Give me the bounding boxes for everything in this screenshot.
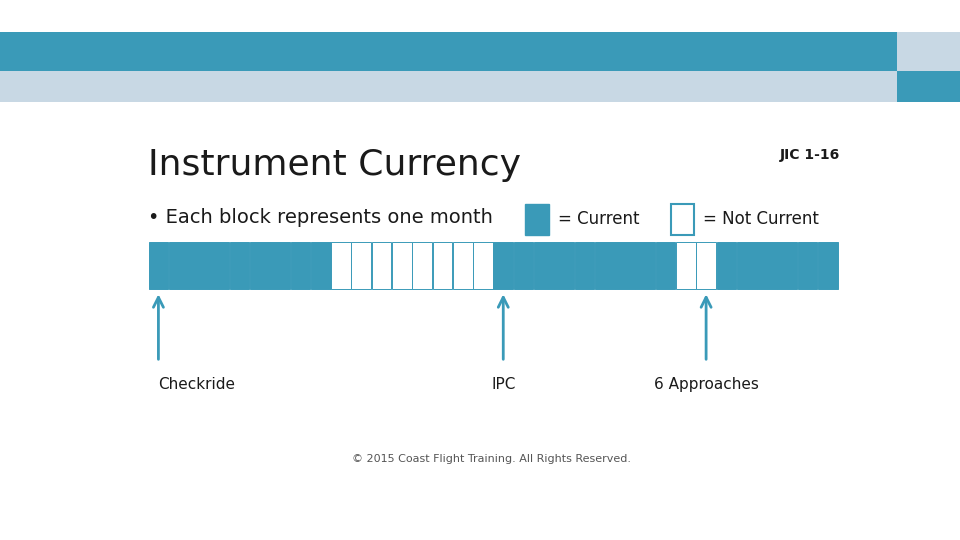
Bar bbox=[636, 241, 655, 289]
Text: 6 Approaches: 6 Approaches bbox=[654, 377, 758, 392]
Bar bbox=[757, 241, 777, 289]
Bar bbox=[778, 241, 797, 289]
Bar bbox=[372, 241, 392, 289]
Bar bbox=[696, 241, 716, 289]
Bar bbox=[574, 241, 594, 289]
Bar bbox=[229, 241, 250, 289]
Text: • Each block represents one month: • Each block represents one month bbox=[148, 208, 493, 227]
Bar bbox=[149, 241, 168, 289]
Bar bbox=[392, 241, 412, 289]
Bar bbox=[554, 241, 574, 289]
Text: Checkride: Checkride bbox=[158, 377, 235, 392]
Bar bbox=[525, 204, 549, 235]
Bar bbox=[291, 241, 310, 289]
Bar bbox=[331, 241, 350, 289]
Text: = Current: = Current bbox=[558, 211, 639, 228]
Bar bbox=[737, 241, 756, 289]
Bar bbox=[534, 241, 554, 289]
Bar bbox=[493, 241, 513, 289]
Bar bbox=[433, 241, 452, 289]
Bar bbox=[311, 241, 330, 289]
Bar bbox=[473, 241, 492, 289]
Bar bbox=[514, 241, 534, 289]
Text: = Not Current: = Not Current bbox=[704, 211, 819, 228]
Bar bbox=[250, 241, 270, 289]
Text: Instrument Currency: Instrument Currency bbox=[148, 148, 521, 182]
Bar bbox=[189, 241, 209, 289]
Bar bbox=[615, 241, 635, 289]
Bar bbox=[670, 204, 694, 235]
Text: © 2015 Coast Flight Training. All Rights Reserved.: © 2015 Coast Flight Training. All Rights… bbox=[352, 454, 632, 464]
Bar bbox=[453, 241, 472, 289]
Text: IPC: IPC bbox=[492, 377, 516, 392]
Bar bbox=[676, 241, 696, 289]
Text: JIC 1-16: JIC 1-16 bbox=[780, 148, 840, 162]
Bar bbox=[818, 241, 838, 289]
Bar bbox=[716, 241, 736, 289]
Bar bbox=[209, 241, 229, 289]
Bar bbox=[798, 241, 817, 289]
Bar bbox=[595, 241, 614, 289]
Bar bbox=[656, 241, 676, 289]
Bar bbox=[412, 241, 432, 289]
Bar bbox=[271, 241, 290, 289]
Bar bbox=[169, 241, 188, 289]
Bar bbox=[351, 241, 372, 289]
